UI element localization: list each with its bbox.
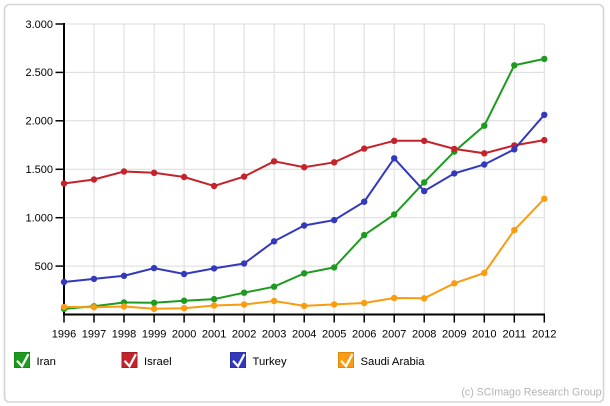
svg-text:1.000: 1.000 bbox=[25, 213, 53, 225]
svg-text:2010: 2010 bbox=[472, 329, 496, 341]
svg-text:2.500: 2.500 bbox=[25, 67, 53, 79]
svg-text:2001: 2001 bbox=[202, 329, 226, 341]
svg-text:1998: 1998 bbox=[112, 329, 136, 341]
svg-text:Turkey: Turkey bbox=[253, 356, 287, 368]
svg-text:2006: 2006 bbox=[352, 329, 376, 341]
svg-text:(c) SCImago Research Group: (c) SCImago Research Group bbox=[461, 387, 601, 399]
svg-text:2009: 2009 bbox=[442, 329, 466, 341]
svg-text:1.500: 1.500 bbox=[25, 164, 53, 176]
svg-text:Saudi Arabia: Saudi Arabia bbox=[361, 356, 426, 368]
svg-text:2012: 2012 bbox=[532, 329, 556, 341]
svg-text:2005: 2005 bbox=[322, 329, 346, 341]
svg-text:2000: 2000 bbox=[172, 329, 196, 341]
svg-text:2011: 2011 bbox=[502, 329, 526, 341]
svg-text:Iran: Iran bbox=[37, 356, 56, 368]
svg-text:500: 500 bbox=[35, 261, 53, 273]
svg-text:2007: 2007 bbox=[382, 329, 406, 341]
svg-text:2003: 2003 bbox=[262, 329, 286, 341]
svg-text:2004: 2004 bbox=[292, 329, 316, 341]
svg-text:2008: 2008 bbox=[412, 329, 436, 341]
svg-text:2.000: 2.000 bbox=[25, 116, 53, 128]
svg-text:2002: 2002 bbox=[232, 329, 256, 341]
svg-text:1996: 1996 bbox=[52, 329, 76, 341]
svg-text:1997: 1997 bbox=[82, 329, 106, 341]
svg-text:3.000: 3.000 bbox=[25, 19, 53, 31]
svg-text:1999: 1999 bbox=[142, 329, 166, 341]
svg-text:Israel: Israel bbox=[144, 356, 172, 368]
